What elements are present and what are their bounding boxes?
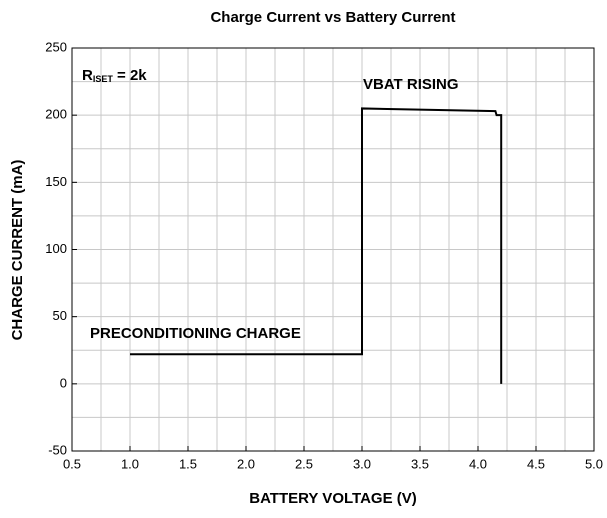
x-tick-label: 1.5 bbox=[179, 456, 197, 471]
grid bbox=[71, 47, 595, 452]
x-tick-label: 3.5 bbox=[411, 456, 429, 471]
x-tick-label: 1.0 bbox=[121, 456, 139, 471]
y-tick-label: 50 bbox=[53, 308, 67, 323]
chart-title: Charge Current vs Battery Current bbox=[210, 9, 455, 26]
y-axis-label: CHARGE CURRENT (mA) bbox=[9, 160, 26, 341]
x-tick-label: 3.0 bbox=[353, 456, 371, 471]
annotation: PRECONDITIONING CHARGE bbox=[90, 325, 301, 342]
y-tick-label: 150 bbox=[45, 174, 67, 189]
y-tick-label: 200 bbox=[45, 107, 67, 122]
x-tick-label: 2.0 bbox=[237, 456, 255, 471]
rset-main: R bbox=[82, 67, 93, 84]
rset-label: RISET = 2k bbox=[82, 67, 147, 84]
x-tick-label: 2.5 bbox=[295, 456, 313, 471]
x-tick-label: 5.0 bbox=[585, 456, 603, 471]
y-tick-label: 100 bbox=[45, 241, 67, 256]
y-tick-label: -50 bbox=[48, 442, 67, 457]
annotation: VBAT RISING bbox=[363, 76, 459, 93]
plot-frame bbox=[71, 47, 595, 452]
y-tick-label: 250 bbox=[45, 39, 67, 54]
x-tick-label: 4.5 bbox=[527, 456, 545, 471]
rset-sub: ISET bbox=[93, 74, 114, 84]
rset-rest: = 2k bbox=[113, 67, 147, 84]
data-line bbox=[130, 107, 503, 384]
x-tick-label: 0.5 bbox=[63, 456, 81, 471]
y-tick-label: 0 bbox=[60, 375, 67, 390]
x-axis-label: BATTERY VOLTAGE (V) bbox=[249, 490, 417, 507]
x-tick-label: 4.0 bbox=[469, 456, 487, 471]
